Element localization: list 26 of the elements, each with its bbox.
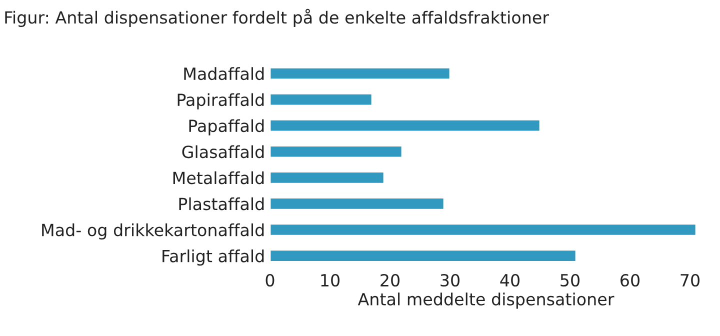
y-tick-label: Mad- og drikkekartonaffald (42, 223, 264, 240)
bar (270, 92, 373, 106)
bar (270, 171, 385, 184)
x-tick-label: 40 (500, 274, 520, 287)
bar (270, 223, 697, 236)
x-tick-label: 70 (680, 274, 700, 287)
y-tick-label: Papiraffald (178, 93, 264, 110)
x-tick-label: 50 (560, 274, 580, 287)
y-tick-label: Madaffald (184, 67, 264, 80)
x-axis-title: Antal meddelte dispensationer (358, 292, 614, 309)
x-tick-label: 30 (440, 274, 460, 287)
bar (270, 119, 541, 132)
bar (270, 145, 403, 158)
y-tick-label: Metalaffald (173, 171, 264, 184)
x-tick-label: 10 (321, 274, 340, 287)
y-tick-label: Glasaffald (182, 145, 264, 158)
x-tick-label: 0 (266, 274, 274, 287)
x-tick-label: 20 (380, 274, 400, 287)
bar (270, 249, 577, 262)
x-tick-label: 60 (620, 274, 640, 287)
y-tick-label: Farligt affald (162, 249, 264, 266)
chart-title: Figur: Antal dispensationer fordelt på de enkelte affaldsfraktioner (5, 8, 550, 27)
bar (270, 66, 451, 80)
y-tick-label: Papaffald (189, 119, 264, 136)
bar (270, 197, 445, 210)
y-tick-label: Plastaffald (179, 197, 264, 210)
